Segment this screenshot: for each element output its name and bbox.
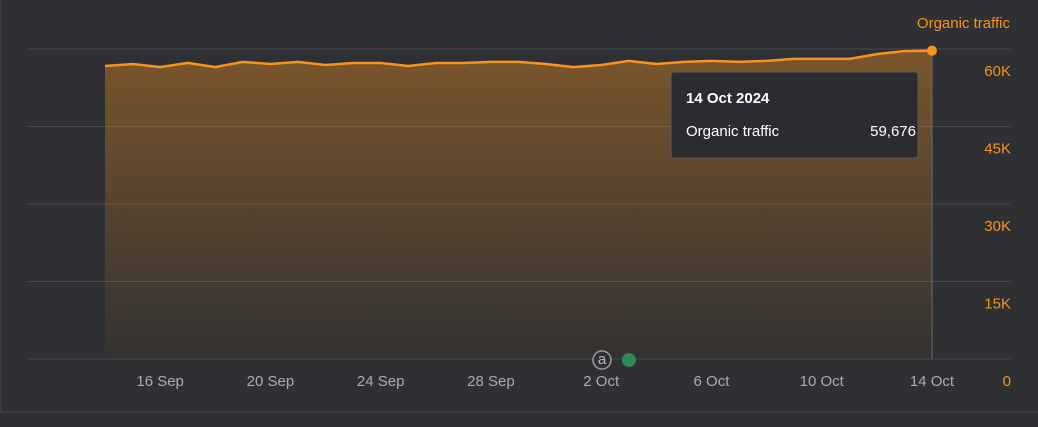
x-tick-label: 16 Sep [136, 373, 184, 390]
x-tick-label: 2 Oct [583, 373, 620, 390]
x-tick-label: 24 Sep [357, 373, 405, 390]
annotation-icon-label: a [598, 351, 607, 368]
tooltip [670, 71, 919, 159]
tooltip-series: Organic traffic [686, 123, 780, 140]
x-tick-label: 20 Sep [247, 373, 295, 390]
line [104, 49, 933, 69]
x-tick-label: 14 Oct [910, 373, 955, 390]
annotation-icon [592, 350, 612, 370]
annotation-dot [622, 353, 636, 367]
x-tick-label: 10 Oct [800, 373, 845, 390]
y-tick-label: 0 [1003, 373, 1011, 390]
y-tick-label: 45K [984, 140, 1011, 157]
x-tick-label: 28 Sep [467, 373, 515, 390]
y-tick-label: 30K [984, 218, 1011, 235]
legend-label: Organic traffic [917, 15, 1011, 32]
hover-point [927, 45, 937, 56]
y-tick-label: 60K [984, 63, 1011, 80]
x-tick-label: 6 Oct [694, 373, 731, 390]
y-tick-label: 15K [984, 295, 1011, 312]
tooltip-title: 14 Oct 2024 [686, 90, 770, 107]
tooltip-value: 59,676 [870, 123, 916, 140]
